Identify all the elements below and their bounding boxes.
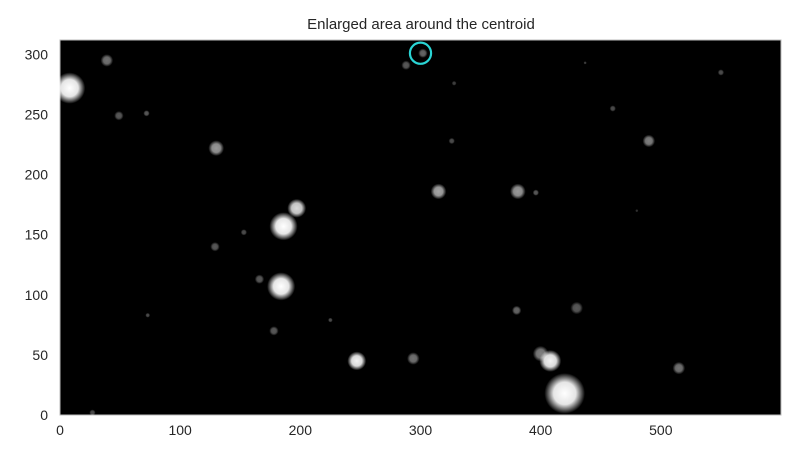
star-source-1 (100, 54, 114, 67)
star-source-2 (114, 111, 124, 121)
star-source-13 (328, 317, 333, 323)
star-source-28 (672, 361, 686, 375)
x-tick-label: 400 (529, 422, 553, 438)
star-source-12 (145, 312, 151, 318)
star-source-31 (717, 69, 725, 76)
star-source-4 (208, 140, 225, 156)
star-source-24 (570, 301, 583, 315)
y-axis-ticks: 0 50 100 150 200 250 300 (25, 46, 49, 423)
star-source-18 (451, 80, 457, 86)
chart-title: Enlarged area around the centroid (307, 16, 535, 33)
plot-area (59, 39, 782, 416)
star-source-3 (143, 110, 150, 117)
y-tick-label: 100 (25, 287, 49, 303)
x-axis-ticks: 0 100 200 300 400 500 (56, 422, 673, 438)
star-source-14 (347, 351, 367, 371)
star-source-23 (511, 305, 522, 316)
x-tick-label: 0 (56, 422, 64, 438)
star-source-34 (89, 409, 96, 416)
y-tick-label: 50 (32, 347, 48, 363)
star-source-33 (635, 209, 639, 213)
star-source-0 (53, 72, 86, 104)
y-tick-label: 200 (25, 167, 49, 183)
image-sources (53, 41, 725, 416)
star-source-32 (583, 61, 587, 65)
star-source-7 (254, 274, 265, 284)
y-tick-label: 300 (25, 46, 49, 62)
star-source-19 (448, 137, 455, 145)
star-source-15 (407, 352, 420, 365)
x-tick-label: 100 (168, 422, 192, 438)
star-source-21 (510, 183, 526, 200)
star-source-8 (269, 212, 298, 241)
star-source-26 (539, 349, 562, 372)
y-tick-label: 250 (25, 107, 49, 123)
star-source-20 (430, 183, 447, 200)
star-source-10 (267, 272, 296, 301)
star-source-5 (210, 242, 220, 252)
star-source-6 (240, 229, 247, 236)
x-tick-label: 300 (409, 422, 433, 438)
y-tick-label: 0 (40, 407, 48, 423)
y-tick-label: 150 (25, 227, 49, 243)
star-source-30 (609, 105, 616, 112)
x-tick-label: 500 (649, 422, 673, 438)
star-source-29 (642, 134, 656, 148)
star-source-22 (532, 189, 539, 196)
star-source-11 (269, 326, 279, 336)
x-tick-label: 200 (289, 422, 313, 438)
star-source-16 (401, 60, 411, 70)
star-source-9 (287, 198, 307, 218)
star-source-27 (544, 373, 586, 414)
star-source-17 (418, 48, 428, 58)
centroid-marker (408, 41, 433, 65)
